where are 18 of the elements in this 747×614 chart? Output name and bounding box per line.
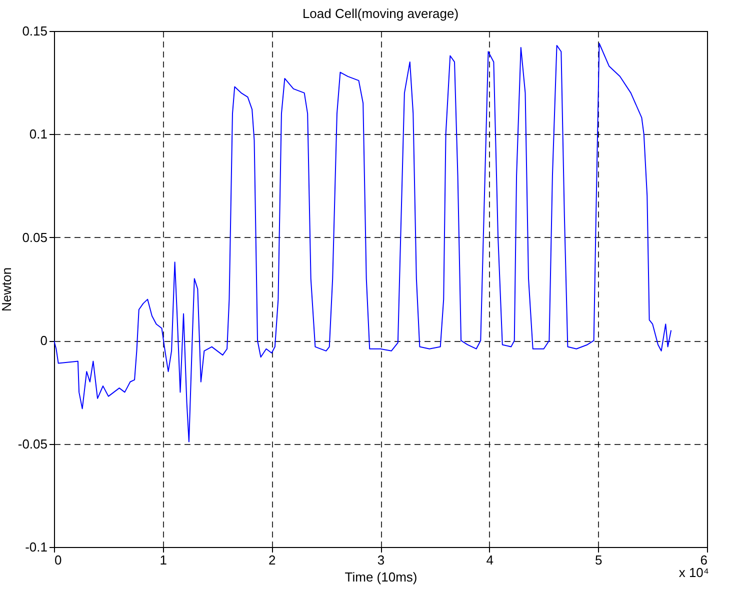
x-tick-label: 0 bbox=[54, 552, 62, 568]
y-tick-label: -0.1 bbox=[25, 540, 48, 554]
x-tick-label: 1 bbox=[160, 552, 167, 568]
y-tick-label: -0.05 bbox=[18, 436, 48, 452]
y-tick-label: 0 bbox=[40, 333, 48, 348]
y-tick-label: 0.15 bbox=[22, 24, 48, 38]
x-tick-label: 5 bbox=[595, 552, 602, 568]
x-tick-label: 3 bbox=[377, 552, 385, 568]
chart-title: Load Cell(moving average) bbox=[302, 6, 459, 21]
text: x 10⁴ bbox=[678, 565, 709, 580]
x-tick-label: 2 bbox=[268, 552, 276, 568]
x-axis-title: Time (10ms) bbox=[344, 570, 418, 584]
y-tick-label: 0.05 bbox=[22, 230, 48, 245]
x-tick-label: 4 bbox=[486, 552, 494, 568]
y-axis-title: Newton bbox=[0, 267, 14, 312]
y-tick-label: 0.1 bbox=[29, 126, 48, 142]
x-tick-label: 6 bbox=[700, 552, 708, 568]
line-series bbox=[54, 42, 672, 442]
